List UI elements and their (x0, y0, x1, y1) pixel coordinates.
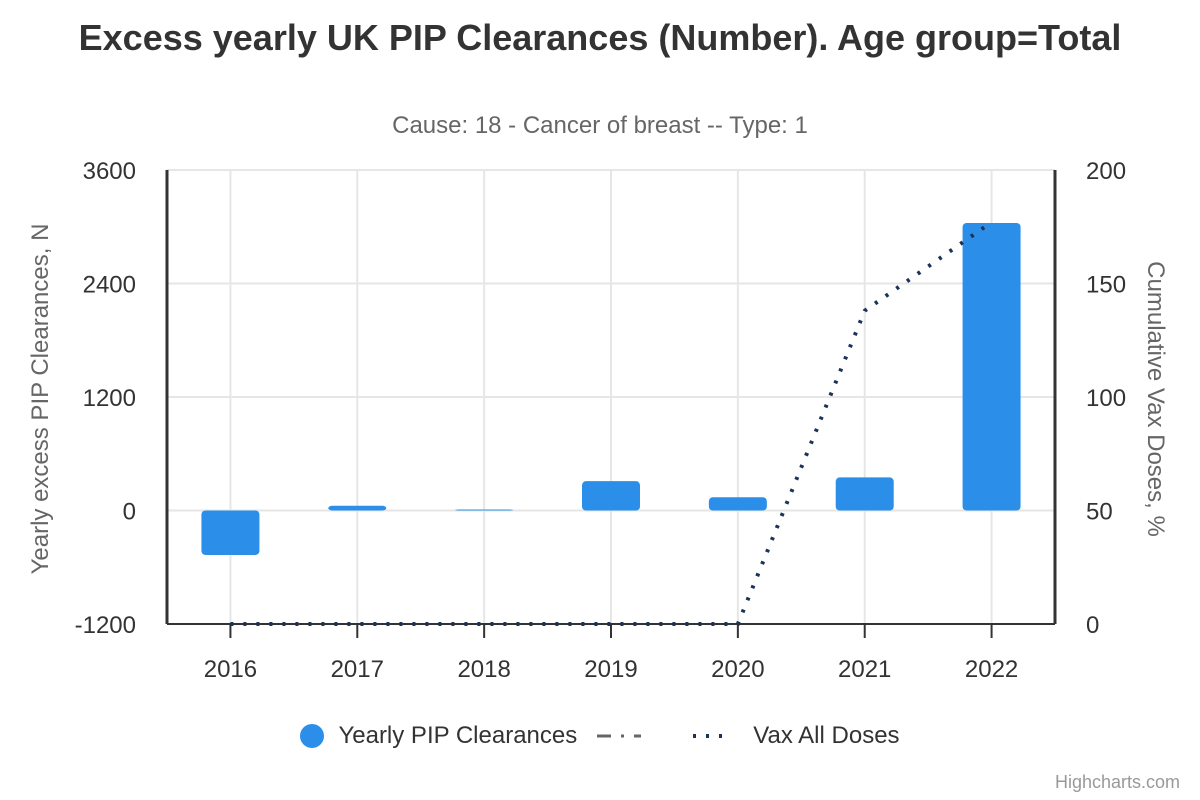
y-tick-label-right: 200 (1086, 158, 1126, 185)
y-tick-label-right: 150 (1086, 272, 1126, 299)
legend-item-line[interactable]: Vax All Doses (691, 722, 900, 750)
legend-item-bars[interactable]: Yearly PIP Clearances (300, 722, 577, 750)
x-tick-label: 2022 (965, 656, 1018, 683)
y-axis-title-left: Yearly excess PIP Clearances, N (27, 224, 54, 575)
chart-subtitle: Cause: 18 - Cancer of breast -- Type: 1 (392, 112, 808, 139)
bar (201, 510, 260, 555)
y-axis-title-right: Cumulative Vax Doses, % (1142, 261, 1169, 537)
y-tick-label-right: 0 (1086, 612, 1099, 639)
bar (455, 509, 514, 511)
y-tick-label-right: 50 (1086, 499, 1113, 526)
bar (962, 222, 1021, 511)
grid-layer (167, 169, 1055, 625)
x-tick-label: 2016 (204, 656, 257, 683)
bars-layer (201, 222, 1021, 555)
y-tick-label-left: 2400 (83, 272, 136, 299)
legend-dashdot-marker (597, 734, 642, 738)
y-tick-label-left: 3600 (83, 158, 136, 185)
y-tick-label-left: 1200 (83, 385, 136, 412)
credits-link[interactable]: Highcharts.com (1054, 772, 1180, 792)
legend-line-label: Vax All Doses (753, 722, 900, 749)
chart-title: Excess yearly UK PIP Clearances (Number)… (78, 17, 1122, 58)
legend: Yearly PIP Clearances Vax All Doses (0, 722, 1200, 750)
x-tick-label: 2021 (838, 656, 891, 683)
bar (582, 481, 640, 511)
y-tick-label-left: -1200 (75, 612, 136, 639)
y-tick-label-right: 100 (1086, 385, 1126, 412)
bar (708, 497, 767, 511)
x-tick-label: 2020 (711, 656, 764, 683)
legend-line-marker (693, 734, 732, 738)
bar (328, 505, 387, 511)
y-tick-label-left: 0 (123, 499, 136, 526)
line-layer (230, 220, 993, 626)
x-tick-label: 2018 (457, 656, 510, 683)
legend-bar-label: Yearly PIP Clearances (338, 722, 578, 749)
legend-item-dashdot (597, 734, 671, 738)
x-tick-label: 2017 (331, 656, 384, 683)
legend-bar-marker (300, 724, 325, 748)
bar (835, 477, 894, 511)
labels-layer: -1200 0 1200 2400 3600 0 50 100 150 200 2016 2017 20… (27, 158, 1169, 683)
x-tick-label: 2019 (584, 656, 637, 683)
